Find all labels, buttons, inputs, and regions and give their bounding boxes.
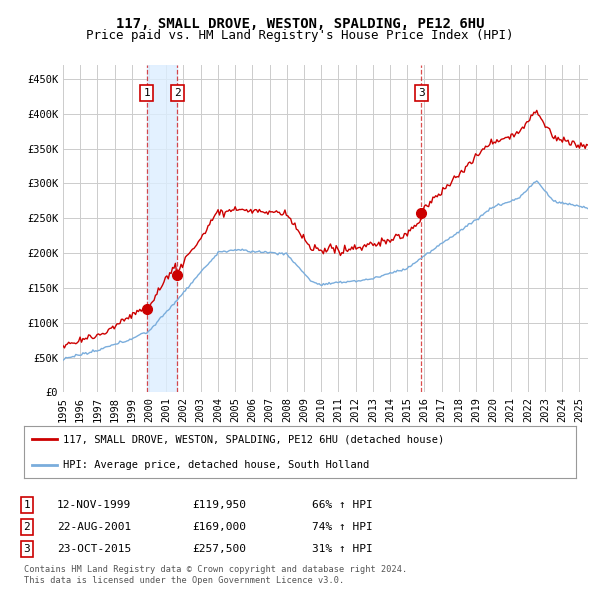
Bar xyxy=(147,65,177,392)
Text: 117, SMALL DROVE, WESTON, SPALDING, PE12 6HU (detached house): 117, SMALL DROVE, WESTON, SPALDING, PE12… xyxy=(62,434,444,444)
Text: 3: 3 xyxy=(23,544,31,554)
Text: £257,500: £257,500 xyxy=(192,544,246,554)
Text: 1: 1 xyxy=(23,500,31,510)
Text: 22-AUG-2001: 22-AUG-2001 xyxy=(57,522,131,532)
Text: £169,000: £169,000 xyxy=(192,522,246,532)
Text: 74% ↑ HPI: 74% ↑ HPI xyxy=(312,522,373,532)
Text: 66% ↑ HPI: 66% ↑ HPI xyxy=(312,500,373,510)
Text: 12-NOV-1999: 12-NOV-1999 xyxy=(57,500,131,510)
Text: £119,950: £119,950 xyxy=(192,500,246,510)
Text: Contains HM Land Registry data © Crown copyright and database right 2024.
This d: Contains HM Land Registry data © Crown c… xyxy=(24,565,407,585)
Text: 31% ↑ HPI: 31% ↑ HPI xyxy=(312,544,373,554)
Text: Price paid vs. HM Land Registry's House Price Index (HPI): Price paid vs. HM Land Registry's House … xyxy=(86,29,514,42)
Text: 117, SMALL DROVE, WESTON, SPALDING, PE12 6HU: 117, SMALL DROVE, WESTON, SPALDING, PE12… xyxy=(116,17,484,31)
Text: 2: 2 xyxy=(23,522,31,532)
Text: 23-OCT-2015: 23-OCT-2015 xyxy=(57,544,131,554)
Text: 1: 1 xyxy=(143,88,150,98)
Text: 3: 3 xyxy=(418,88,425,98)
Text: 2: 2 xyxy=(174,88,181,98)
Text: HPI: Average price, detached house, South Holland: HPI: Average price, detached house, Sout… xyxy=(62,460,369,470)
